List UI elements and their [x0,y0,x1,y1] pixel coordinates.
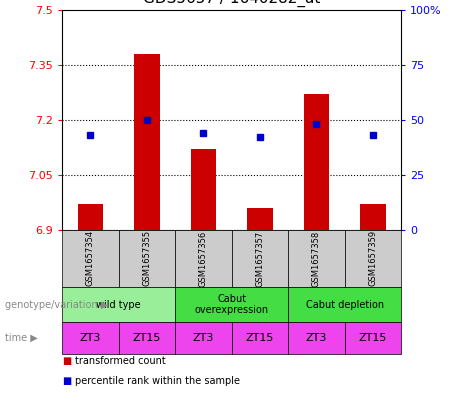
Text: ZT3: ZT3 [306,333,327,343]
Bar [191,149,216,230]
Text: ZT15: ZT15 [359,333,387,343]
Text: ZT3: ZT3 [80,333,101,343]
Bar [247,208,272,230]
Bar [62,322,118,354]
Bar [360,204,385,230]
Bar [175,287,288,322]
Text: time ▶: time ▶ [5,333,37,343]
Bar [175,230,231,287]
Bar [231,230,288,287]
Text: GSM1657355: GSM1657355 [142,230,152,286]
Bar [134,54,160,230]
Bar [78,204,103,230]
Bar [288,322,344,354]
Text: wild type: wild type [96,299,141,310]
Text: percentile rank within the sample: percentile rank within the sample [75,376,240,386]
Bar [288,230,344,287]
Text: Cabut depletion: Cabut depletion [306,299,384,310]
Text: GSM1657354: GSM1657354 [86,230,95,286]
Text: GSM1657359: GSM1657359 [368,230,378,286]
Text: ZT15: ZT15 [246,333,274,343]
Bar [62,230,118,287]
Bar [231,322,288,354]
Bar [288,287,401,322]
Text: ZT3: ZT3 [193,333,214,343]
Bar [118,230,175,287]
Bar [344,230,401,287]
Text: genotype/variation ▶: genotype/variation ▶ [5,299,108,310]
Bar [118,322,175,354]
Text: GSM1657357: GSM1657357 [255,230,265,286]
Text: GSM1657356: GSM1657356 [199,230,208,286]
Title: GDS5657 / 1640282_at: GDS5657 / 1640282_at [143,0,320,7]
Bar [304,94,329,230]
Text: ■: ■ [62,376,71,386]
Bar [344,322,401,354]
Text: ■: ■ [62,356,71,367]
Text: GSM1657358: GSM1657358 [312,230,321,286]
Text: transformed count: transformed count [75,356,166,367]
Bar [175,322,231,354]
Bar [62,287,175,322]
Text: ZT15: ZT15 [133,333,161,343]
Text: Cabut
overexpression: Cabut overexpression [195,294,269,315]
